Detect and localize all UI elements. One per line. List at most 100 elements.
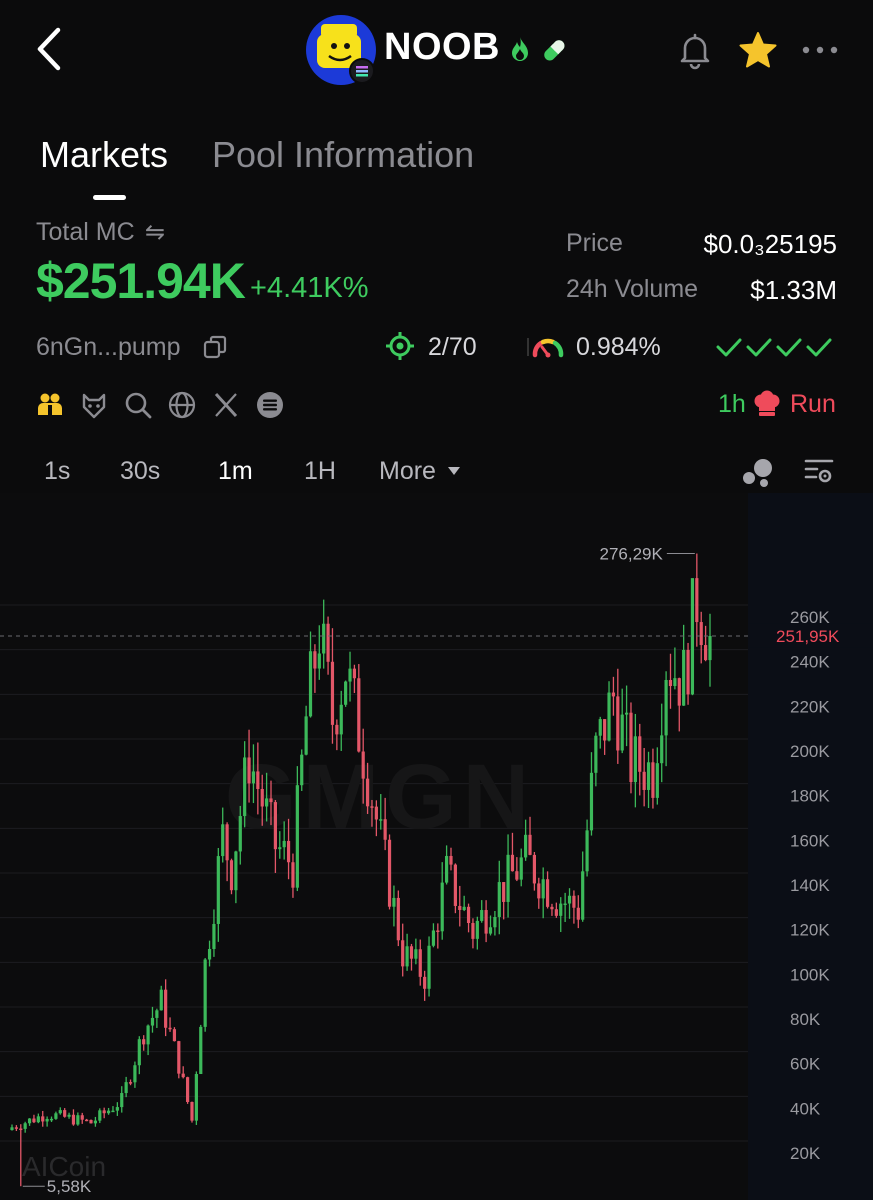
candle-body xyxy=(269,798,273,803)
candle-body xyxy=(234,851,238,891)
candle-body xyxy=(642,771,646,790)
volume-label: 24h Volume xyxy=(566,275,699,303)
candle-body xyxy=(409,946,414,959)
more-dots-icon[interactable] xyxy=(800,30,840,70)
x-twitter-icon[interactable] xyxy=(212,391,240,419)
bubbles-icon[interactable] xyxy=(740,454,774,488)
candle-body xyxy=(655,763,659,798)
timeframe-1h[interactable]: 1H xyxy=(304,457,336,485)
candle-body xyxy=(379,819,383,821)
mc-change: +4.41K% xyxy=(250,272,369,304)
candle-body xyxy=(607,692,611,741)
timeframe-1m[interactable]: 1m xyxy=(218,457,253,485)
tab-markets[interactable]: Markets xyxy=(40,134,169,175)
community-icon[interactable] xyxy=(36,391,64,419)
candle-body xyxy=(71,1114,76,1125)
candle-body xyxy=(146,1025,150,1045)
y-axis-panel xyxy=(748,493,873,1200)
bell-icon[interactable] xyxy=(675,30,715,70)
y-axis-tick-label: 240K xyxy=(790,653,830,672)
back-arrow-icon[interactable] xyxy=(30,24,70,74)
candle-body xyxy=(229,860,234,891)
candle-body xyxy=(471,923,475,939)
candle-body xyxy=(431,930,436,946)
candle-body xyxy=(256,771,260,789)
y-axis-tick-label: 260K xyxy=(790,608,830,627)
chevron-down-icon[interactable] xyxy=(447,465,461,477)
star-icon[interactable] xyxy=(738,30,778,70)
candle-body xyxy=(497,882,501,918)
contract-address[interactable]: 6nGn...pump xyxy=(36,333,181,361)
candle-body xyxy=(45,1118,49,1122)
chart-watermark: AICoin xyxy=(22,1151,106,1182)
y-axis-tick-label: 220K xyxy=(790,697,830,716)
candle-body xyxy=(278,847,282,850)
candle-body xyxy=(387,839,392,907)
search-icon[interactable] xyxy=(124,391,152,419)
candle-body xyxy=(102,1110,106,1114)
candle-body xyxy=(589,772,594,831)
timeframe-30s[interactable]: 30s xyxy=(120,457,161,485)
copy-icon[interactable] xyxy=(202,334,228,360)
candle-body xyxy=(273,802,277,850)
candle-body xyxy=(370,806,374,808)
candle-body xyxy=(194,1074,198,1121)
fire-icon xyxy=(512,37,528,61)
candle-body xyxy=(532,854,537,884)
candle-body xyxy=(10,1127,14,1131)
candle-body xyxy=(111,1110,115,1113)
price-chart[interactable]: GMGN AICoin 260K240K220K200K180K160K140K… xyxy=(0,493,873,1200)
candle-body xyxy=(563,903,567,906)
candle-body xyxy=(524,834,528,858)
candle-body xyxy=(502,882,506,902)
candle-body xyxy=(695,578,699,623)
tab-pool-information[interactable]: Pool Information xyxy=(212,134,475,175)
candle-body xyxy=(585,830,589,872)
candle-body xyxy=(550,906,554,910)
y-axis-tick-label: 100K xyxy=(790,965,830,984)
candle-body xyxy=(493,917,497,928)
candle-body xyxy=(541,879,545,899)
candle-body xyxy=(177,1041,181,1074)
chart-settings-icon[interactable] xyxy=(803,455,835,487)
candle-body xyxy=(49,1118,54,1121)
candle-body xyxy=(260,788,264,807)
candle-body xyxy=(392,897,396,907)
security-checks-icon[interactable] xyxy=(716,333,836,363)
candle-body xyxy=(594,735,598,773)
total-mc-value: $251.94K xyxy=(36,253,246,309)
candle-body xyxy=(440,882,444,932)
candle-body xyxy=(567,895,572,904)
candle-body xyxy=(673,678,677,687)
timeframe-1s[interactable]: 1s xyxy=(44,457,71,485)
divider xyxy=(527,338,529,356)
candle-body xyxy=(295,785,299,888)
candle-body xyxy=(616,696,620,751)
candle-body xyxy=(339,704,343,735)
y-axis-tick-label: 40K xyxy=(790,1099,821,1118)
candle-body xyxy=(475,920,479,939)
candle-body xyxy=(383,819,387,840)
low-price-label: 5,58K xyxy=(47,1177,92,1196)
candle-body xyxy=(286,840,291,863)
candle-body xyxy=(624,712,629,715)
candle-body xyxy=(63,1110,67,1117)
timeframe-more[interactable]: More xyxy=(379,457,436,485)
candle-body xyxy=(300,754,304,786)
price-label: Price xyxy=(566,229,623,257)
candle-body xyxy=(466,906,471,924)
candle-body xyxy=(212,923,216,950)
candle-body xyxy=(484,910,488,934)
candle-body xyxy=(322,623,326,654)
menu-circle-icon[interactable] xyxy=(256,391,284,419)
candle-body xyxy=(85,1119,89,1122)
candle-body xyxy=(414,949,418,959)
candle-body xyxy=(54,1113,58,1119)
candle-body xyxy=(668,679,673,687)
candle-body xyxy=(686,649,690,695)
website-globe-icon[interactable] xyxy=(168,391,196,419)
candle-body xyxy=(611,692,616,697)
swap-icon[interactable]: ⇋ xyxy=(145,219,166,246)
candle-body xyxy=(445,855,449,883)
dev-wolf-icon[interactable] xyxy=(80,391,108,419)
